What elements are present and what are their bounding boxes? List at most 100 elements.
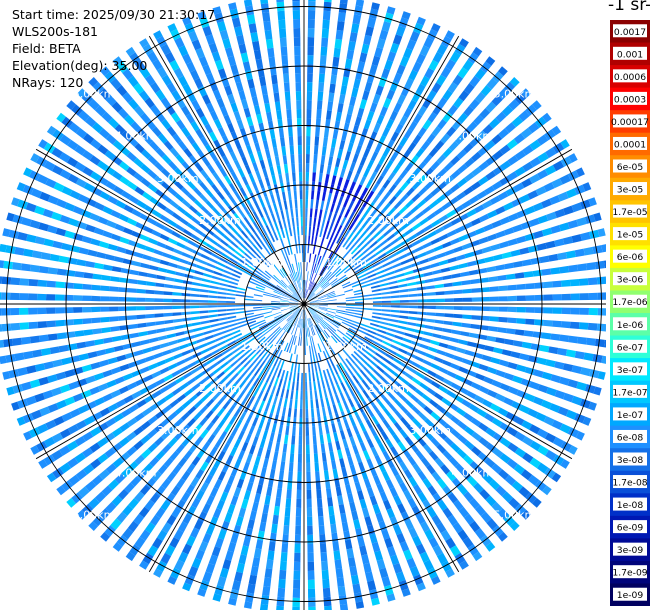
range-gate: [310, 199, 314, 209]
range-gate: [419, 551, 430, 563]
range-gate: [405, 199, 415, 209]
range-gate: [407, 281, 417, 287]
range-gate: [344, 253, 353, 261]
range-gate: [257, 264, 266, 272]
range-gate: [507, 317, 517, 324]
range-gate: [227, 369, 236, 378]
range-gate: [238, 389, 246, 399]
range-gate: [436, 43, 448, 56]
range-gate: [369, 240, 378, 249]
range-gate: [349, 417, 356, 427]
range-gate: [379, 282, 389, 287]
range-gate: [418, 186, 428, 196]
range-gate: [501, 105, 514, 117]
range-gate: [217, 419, 226, 429]
range-gate: [227, 356, 236, 364]
range-gate: [271, 460, 277, 470]
range-gate: [430, 262, 440, 269]
range-gate: [262, 458, 269, 468]
range-gate: [317, 310, 326, 315]
range-gate: [447, 514, 458, 526]
range-gate: [276, 192, 281, 203]
range-gate: [339, 603, 349, 610]
range-gate: [182, 323, 193, 328]
range-gate: [172, 292, 182, 296]
range-gate: [446, 209, 456, 218]
range-gate: [328, 92, 335, 103]
range-gate: [563, 392, 574, 403]
range-gate: [202, 156, 211, 167]
range-gate: [327, 306, 337, 309]
range-gate: [45, 419, 57, 430]
range-gate: [423, 559, 434, 571]
range-gate: [586, 262, 596, 271]
range-gate: [314, 314, 321, 322]
range-gate: [254, 313, 264, 317]
range-gate: [181, 299, 191, 303]
colorbar-tick-label: 1.7e-05: [612, 207, 647, 218]
range-gate: [245, 184, 253, 194]
range-gate: [246, 453, 253, 463]
range-gate: [286, 324, 292, 333]
range-gate: [323, 329, 330, 338]
range-gate: [362, 339, 371, 346]
range-gate: [536, 462, 549, 474]
range-gate: [295, 336, 299, 346]
range-gate: [423, 271, 433, 277]
range-gate: [461, 469, 472, 481]
range-gate: [484, 457, 496, 468]
range-gate: [213, 270, 223, 276]
range-gate: [67, 173, 79, 184]
range-gate: [108, 117, 119, 129]
range-gate: [385, 438, 394, 449]
range-gate: [146, 281, 156, 287]
range-gate: [292, 317, 297, 326]
range-gate: [149, 141, 160, 152]
range-gate: [43, 142, 56, 154]
range-gate: [305, 399, 308, 409]
colorbar-label-bg: [613, 227, 647, 241]
range-gate: [82, 166, 94, 177]
range-gate: [498, 285, 508, 292]
range-gate: [97, 160, 108, 171]
range-gate: [469, 136, 481, 147]
range-gate: [312, 426, 316, 436]
colorbar-label-bg: [613, 24, 647, 38]
range-gate: [213, 218, 223, 227]
range-gate: [408, 311, 418, 315]
range-gate: [113, 345, 124, 352]
range-gate: [112, 170, 123, 181]
range-gate: [52, 240, 63, 249]
range-gate: [260, 0, 269, 5]
range-gate: [390, 466, 400, 477]
range-gate: [130, 121, 141, 132]
range-gate: [313, 315, 320, 323]
range-gate: [326, 433, 332, 443]
range-gate: [414, 329, 424, 335]
range-gate: [345, 311, 355, 314]
range-gate: [184, 355, 194, 363]
range-gate: [345, 269, 354, 276]
range-gate: [323, 128, 330, 138]
range-gate: [302, 310, 304, 319]
range-gate: [337, 329, 345, 336]
range-gate: [397, 367, 407, 375]
range-gate: [25, 202, 37, 213]
range-gate: [357, 403, 364, 413]
range-gate: [217, 309, 227, 312]
range-gate: [568, 335, 579, 344]
range-gate: [61, 412, 73, 422]
range-gate: [326, 310, 336, 314]
range-gate: [142, 407, 152, 417]
range-gate: [226, 312, 236, 316]
range-gate: [228, 415, 237, 426]
range-gate: [306, 453, 311, 463]
range-gate: [432, 269, 442, 275]
range-gate: [319, 55, 327, 65]
range-gate: [529, 457, 541, 469]
range-gate: [107, 403, 119, 413]
range-gate: [315, 344, 320, 354]
range-gate: [308, 372, 312, 382]
range-gate: [292, 282, 297, 291]
range-gate: [67, 257, 78, 265]
